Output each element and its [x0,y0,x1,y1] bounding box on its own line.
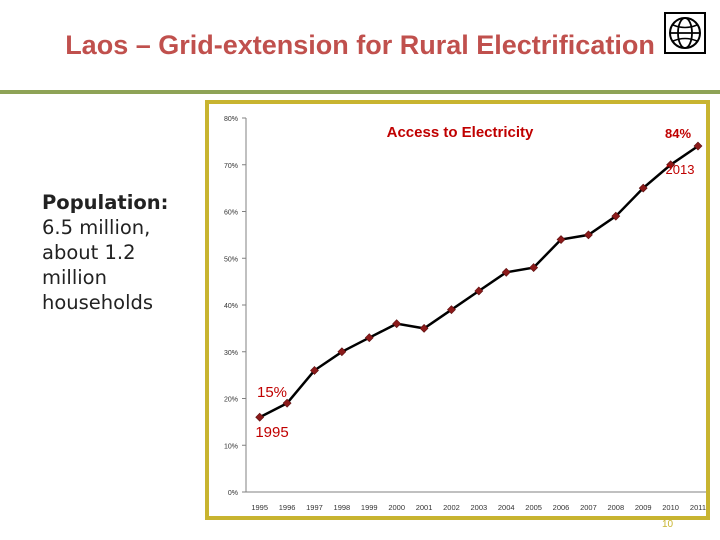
data-point [611,211,621,221]
data-point [693,141,703,151]
data-point [583,230,593,240]
x-tick-label: 2008 [607,503,624,512]
start-value-label: 15% [257,384,287,401]
x-tick-label: 2007 [580,503,597,512]
x-tick-label: 2002 [443,503,460,512]
world-bank-logo-icon [664,12,706,54]
x-tick-label: 2001 [416,503,433,512]
end-value-label: 84% [665,126,691,141]
x-tick-label: 1998 [334,503,351,512]
title-divider [0,90,720,94]
x-tick-label: 2004 [498,503,515,512]
x-tick-label: 1995 [251,503,268,512]
data-point [310,366,319,375]
y-tick-label: 70% [224,163,238,170]
x-tick-label: 1997 [306,503,323,512]
y-tick-label: 60% [224,210,238,217]
data-point [556,235,566,244]
x-tick-label: 1996 [279,503,296,512]
y-tick-label: 0% [228,490,238,497]
y-tick-label: 50% [224,256,238,263]
page-number: 10 [662,519,674,530]
data-point [419,323,429,333]
y-tick-label: 10% [224,443,238,450]
x-tick-label: 2005 [525,503,542,512]
data-point [447,305,456,315]
x-tick-label: 2009 [635,503,652,512]
chart-frame [205,100,710,520]
start-year-label: 1995 [255,424,288,441]
data-point [364,333,374,343]
population-heading: Population: [42,191,169,214]
end-year-label: 2013 [666,162,695,177]
data-point [392,319,402,329]
population-body: 6.5 million, about 1.2 million household… [42,216,154,314]
data-point [282,398,292,408]
slide-title: Laos – Grid-extension for Rural Electrif… [65,30,655,60]
y-tick-label: 30% [224,350,238,357]
data-point [337,347,347,357]
data-point [666,160,676,170]
y-tick-label: 40% [224,303,238,310]
y-tick-label: 80% [224,116,238,123]
x-tick-label: 2010 [662,503,679,512]
y-tick-label: 20% [224,397,238,404]
data-point [529,263,539,273]
chart-title: Access to Electricity [387,124,534,141]
x-tick-label: 1999 [361,503,378,512]
population-note: Population: 6.5 million, about 1.2 milli… [42,190,202,315]
series-line [259,145,699,419]
data-point [638,183,648,193]
data-point [474,286,484,296]
data-point [501,267,511,277]
x-tick-label: 2003 [471,503,488,512]
x-tick-label: 2011 [690,503,706,512]
x-tick-label: 2000 [388,503,405,512]
x-tick-label: 2006 [553,503,570,512]
data-point [255,412,265,422]
